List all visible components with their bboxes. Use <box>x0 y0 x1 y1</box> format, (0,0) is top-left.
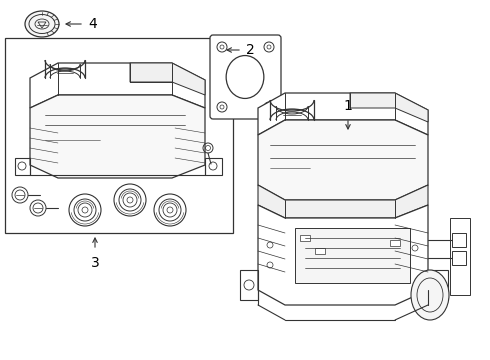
Polygon shape <box>350 93 428 122</box>
Bar <box>315 248 325 254</box>
Polygon shape <box>30 63 205 108</box>
Polygon shape <box>258 205 428 305</box>
FancyBboxPatch shape <box>210 35 281 119</box>
Text: 2: 2 <box>246 43 255 57</box>
Ellipse shape <box>411 270 449 320</box>
Bar <box>390 240 400 246</box>
Bar <box>452 251 466 265</box>
Polygon shape <box>258 93 428 135</box>
Text: 4: 4 <box>88 17 97 31</box>
Ellipse shape <box>25 11 59 37</box>
Bar <box>452 233 466 247</box>
Polygon shape <box>258 185 428 218</box>
Polygon shape <box>130 63 205 95</box>
Bar <box>300 235 310 241</box>
FancyBboxPatch shape <box>295 228 410 283</box>
Text: 1: 1 <box>343 99 352 113</box>
Polygon shape <box>258 120 428 200</box>
Text: 3: 3 <box>91 256 99 270</box>
Polygon shape <box>30 95 205 178</box>
Bar <box>5 38 233 233</box>
